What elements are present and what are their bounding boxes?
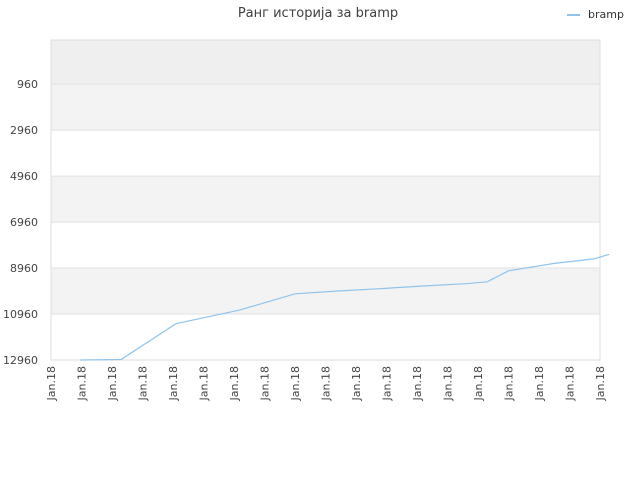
x-tick-label: Jan.18 <box>106 366 119 401</box>
x-tick-label: Jan.18 <box>45 366 58 401</box>
y-tick-label: 4960 <box>10 170 38 183</box>
plot-band <box>51 314 600 360</box>
x-tick-label: Jan.18 <box>381 366 394 401</box>
x-tick-label: Jan.18 <box>167 366 180 401</box>
chart-title: Ранг историја за bramp <box>238 6 398 21</box>
y-tick-label: 2960 <box>10 124 38 137</box>
y-tick-label: 6960 <box>10 216 38 229</box>
y-tick-label: 12960 <box>3 354 38 367</box>
y-tick-label: 10960 <box>3 308 38 321</box>
x-tick-label: Jan.18 <box>137 366 150 401</box>
grid-lines <box>50 39 601 361</box>
y-tick-label: 8960 <box>10 262 38 275</box>
x-tick-label: Jan.18 <box>533 366 546 401</box>
x-tick-label: Jan.18 <box>198 366 211 401</box>
plot-band <box>51 268 600 315</box>
x-tick-label: Jan.18 <box>289 366 302 401</box>
x-tick-label: Jan.18 <box>76 366 89 401</box>
y-tick-labels: 960 2960 4960 6960 8960 10960 12960 <box>3 78 38 367</box>
x-tick-label: Jan.18 <box>594 366 607 401</box>
legend-label-bramp[interactable]: bramp <box>588 8 624 21</box>
series-layer <box>79 253 610 361</box>
plot-frame <box>50 39 601 361</box>
plot-band <box>51 40 600 85</box>
series-line-bramp <box>79 253 610 361</box>
plot-band <box>51 222 600 269</box>
x-tick-label: Jan.18 <box>320 366 333 401</box>
x-tick-label: Jan.18 <box>564 366 577 401</box>
plot-band <box>51 176 600 223</box>
legend[interactable]: bramp <box>567 8 624 21</box>
plot-bands <box>51 40 600 360</box>
x-tick-label: Jan.18 <box>442 366 455 401</box>
plot-band <box>51 84 600 131</box>
y-tick-label: 960 <box>17 78 38 91</box>
x-tick-label: Jan.18 <box>472 366 485 401</box>
x-tick-label: Jan.18 <box>259 366 272 401</box>
x-tick-label: Jan.18 <box>503 366 516 401</box>
x-tick-label: Jan.18 <box>411 366 424 401</box>
x-tick-labels: Jan.18 Jan.18 Jan.18 Jan.18 Jan.18 Jan.18 Jan.… <box>45 366 607 401</box>
x-tick-label: Jan.18 <box>350 366 363 401</box>
plot-band <box>51 130 600 177</box>
x-tick-label: Jan.18 <box>228 366 241 401</box>
